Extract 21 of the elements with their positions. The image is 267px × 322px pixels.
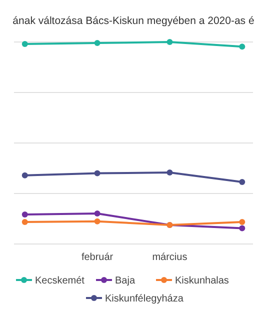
point [22,212,28,218]
point [239,225,246,232]
point [94,218,100,224]
legend-label: Kiskunhalas [175,276,229,286]
point [94,170,100,176]
point [166,39,173,45]
point [22,172,28,178]
point [239,178,246,185]
chart-title: ának változása Bács-Kiskun megyében a 2020-as é [12,15,254,27]
legend-label: Kiskunfélegyháza [105,294,184,304]
point [22,41,28,48]
point [22,218,28,225]
x-tick-label: március [152,252,188,263]
point [166,169,173,176]
point [94,210,100,216]
point [239,218,246,225]
point [94,40,100,46]
legend-label: Kecskemét [35,276,85,286]
legend-label: Baja [115,276,136,286]
point [239,44,246,50]
x-tick-label: február [81,252,114,263]
